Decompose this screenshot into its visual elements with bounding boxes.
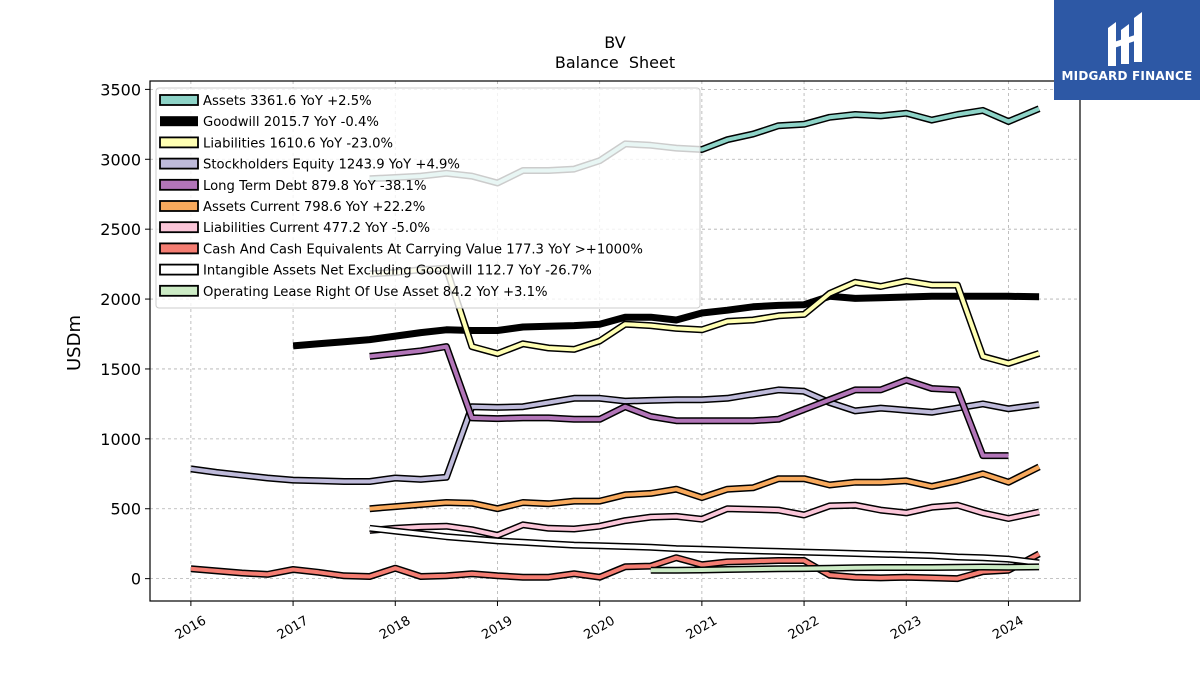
logo-mark-icon (1108, 12, 1142, 66)
series-stroke (369, 344, 1009, 458)
series-stroke (190, 552, 1041, 581)
series-group (190, 105, 1041, 583)
legend-label: Stockholders Equity 1243.9 YoY +4.9% (203, 158, 460, 173)
series-line (369, 343, 1009, 460)
series-line (650, 563, 1040, 574)
legend-swatch (159, 263, 199, 276)
legend-item: Assets Current 798.6 YoY +22.2% (159, 200, 425, 215)
legend-label: Intangible Assets Net Excluding Goodwill… (203, 264, 592, 279)
y-tick-label: 500 (110, 500, 141, 519)
legend-item: Liabilities 1610.6 YoY -23.0% (159, 136, 393, 151)
series-stroke (369, 503, 1040, 538)
legend-swatch (159, 221, 199, 234)
legend-swatch (159, 242, 199, 255)
legend-label: Liabilities Current 477.2 YoY -5.0% (203, 221, 430, 236)
legend-label: Goodwill 2015.7 YoY -0.4% (203, 115, 379, 130)
series-line (369, 264, 1041, 367)
legend-label: Long Term Debt 879.8 YoY -38.1% (203, 179, 426, 194)
legend-label: Liabilities 1610.6 YoY -23.0% (203, 136, 393, 151)
y-tick-label: 3000 (100, 150, 141, 169)
legend-label: Assets 3361.6 YoY +2.5% (203, 94, 372, 109)
x-tick-label: 2023 (888, 613, 924, 643)
legend-swatch (159, 157, 199, 170)
legend-item: Goodwill 2015.7 YoY -0.4% (160, 115, 379, 130)
y-tick-label: 0 (131, 570, 141, 589)
series-stroke (650, 564, 1040, 573)
legend-swatch (159, 200, 199, 212)
y-tick-label: 1500 (100, 360, 141, 379)
legend-swatch (159, 94, 199, 106)
series-line (292, 292, 1040, 350)
x-tick-label: 2019 (479, 613, 515, 643)
y-tick-label: 2500 (100, 220, 141, 239)
y-tick-label: 2000 (100, 290, 141, 309)
series-outline (190, 386, 1040, 485)
legend-item: Intangible Assets Net Excluding Goodwill… (159, 263, 592, 279)
legend-label: Cash And Cash Equivalents At Carrying Va… (203, 242, 643, 257)
x-tick-label: 2024 (990, 613, 1026, 643)
legend-item: Long Term Debt 879.8 YoY -38.1% (159, 178, 426, 194)
x-tick-label: 2022 (786, 613, 822, 643)
legend-swatch (159, 284, 199, 297)
x-tick-label: 2018 (377, 613, 413, 643)
x-tick-label: 2021 (684, 613, 720, 643)
chart-title: BV (604, 33, 625, 52)
legend: Assets 3361.6 YoY +2.5% Goodwill 2015.7 Y… (155, 87, 701, 309)
legend-box (155, 87, 701, 309)
y-tick-label: 3500 (100, 80, 141, 99)
y-tick-label: 1000 (100, 430, 141, 449)
series-stroke (369, 526, 1040, 565)
series-line (369, 501, 1040, 539)
series-stroke (369, 465, 1040, 511)
legend-swatch (160, 116, 198, 127)
x-tick-label: 2020 (582, 613, 618, 643)
series-line (369, 524, 1040, 567)
series-stroke (292, 292, 1040, 350)
legend-label: Operating Lease Right Of Use Asset 84.2 … (203, 285, 548, 300)
legend-item: Operating Lease Right Of Use Asset 84.2 … (159, 284, 548, 300)
x-tick-label: 2017 (275, 613, 311, 643)
legend-swatch (159, 178, 199, 191)
legend-swatch (159, 136, 199, 149)
y-axis-label: USDm (64, 315, 85, 371)
legend-label: Assets Current 798.6 YoY +22.2% (203, 200, 425, 215)
x-tick-label: 2016 (173, 613, 209, 643)
chart-subtitle: Balance Sheet (555, 53, 675, 72)
brand-logo: MIDGARD FINANCE (1054, 0, 1200, 100)
legend-item: Stockholders Equity 1243.9 YoY +4.9% (159, 157, 460, 173)
series-line (190, 386, 1040, 485)
legend-item: Liabilities Current 477.2 YoY -5.0% (159, 221, 430, 236)
series-stroke (190, 387, 1040, 484)
series-stroke (369, 266, 1040, 366)
legend-item: Assets 3361.6 YoY +2.5% (159, 94, 372, 109)
legend-item: Cash And Cash Equivalents At Carrying Va… (159, 242, 643, 257)
series-line (190, 550, 1041, 583)
series-line (369, 463, 1041, 513)
logo-text: MIDGARD FINANCE (1061, 69, 1193, 83)
plot-frame (149, 80, 1081, 602)
